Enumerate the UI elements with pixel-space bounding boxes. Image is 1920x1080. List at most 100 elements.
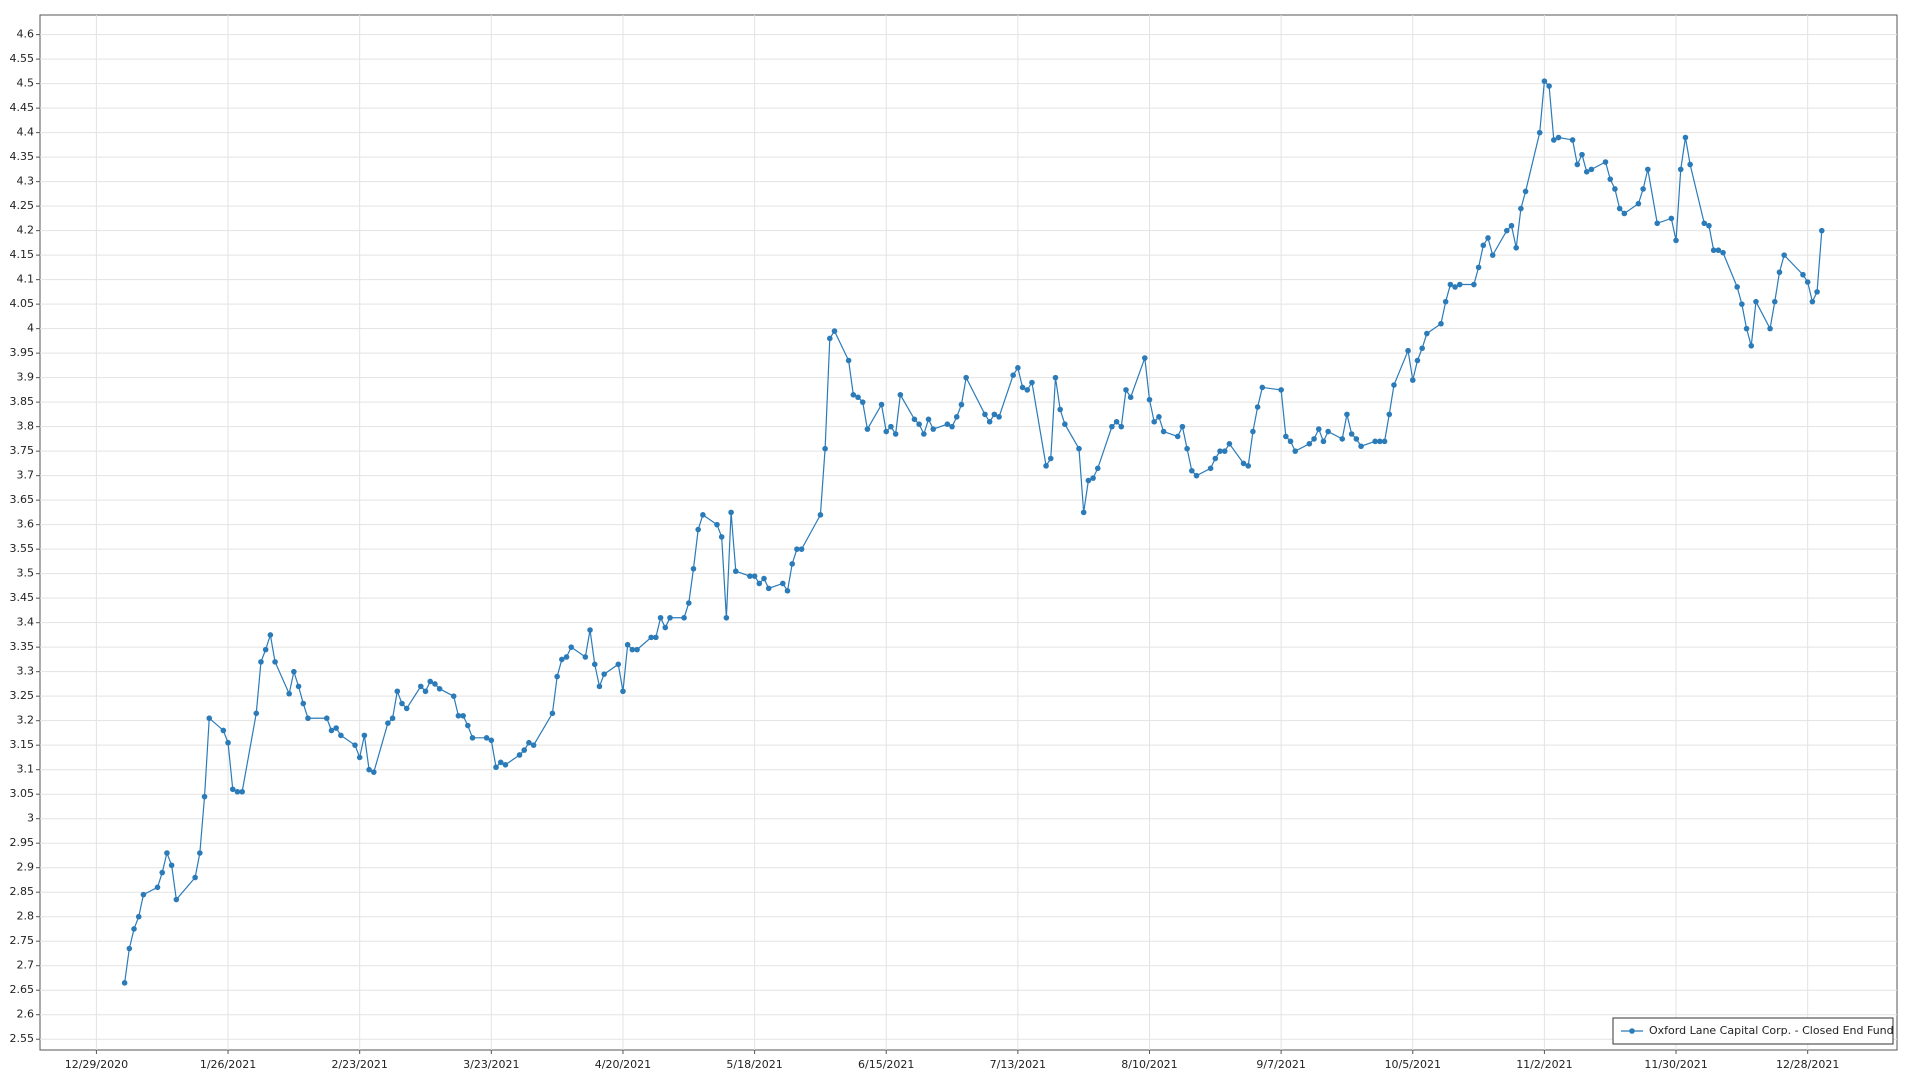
data-point <box>949 423 955 430</box>
data-point <box>192 874 198 881</box>
data-point <box>1513 244 1519 251</box>
data-point <box>1574 161 1581 168</box>
data-point <box>1508 222 1515 229</box>
data-point <box>1010 372 1016 378</box>
data-point <box>859 399 866 405</box>
data-point <box>794 546 800 552</box>
plot-area <box>39 14 1898 1051</box>
data-point <box>883 428 890 435</box>
data-point <box>366 766 372 773</box>
data-point <box>1015 365 1021 371</box>
data-point <box>121 980 128 986</box>
data-point <box>1753 298 1759 305</box>
data-point <box>399 700 405 707</box>
data-point <box>1315 426 1322 432</box>
data-point <box>502 761 509 768</box>
x-tick-label: 3/23/2021 <box>463 1058 519 1071</box>
data-point <box>389 715 396 722</box>
data-point <box>732 568 739 575</box>
y-tick-label: 3.1 <box>17 763 35 776</box>
x-tick-label: 1/26/2021 <box>200 1058 256 1071</box>
x-tick-label: 6/15/2021 <box>858 1058 914 1071</box>
y-tick-label: 4.05 <box>10 297 35 310</box>
data-point <box>1809 298 1816 305</box>
data-point <box>1583 169 1590 175</box>
data-point <box>700 512 706 518</box>
data-point <box>418 683 424 690</box>
data-point <box>1254 404 1261 410</box>
data-point <box>831 328 838 334</box>
data-point <box>1715 247 1722 254</box>
data-point <box>1654 220 1661 227</box>
y-tick-label: 3.55 <box>10 542 35 555</box>
data-point <box>1094 465 1101 472</box>
data-point <box>1348 431 1355 437</box>
data-point <box>1189 467 1195 474</box>
data-point <box>1489 252 1496 258</box>
y-tick-label: 4.4 <box>17 126 35 139</box>
data-point <box>1245 463 1252 469</box>
y-tick-label: 4 <box>27 322 34 335</box>
y-tick-label: 2.65 <box>10 983 35 996</box>
data-point <box>1052 374 1059 381</box>
data-point <box>549 710 556 717</box>
data-point <box>1645 166 1651 173</box>
data-point <box>1781 252 1787 258</box>
data-point <box>864 426 871 432</box>
data-point <box>1555 134 1562 141</box>
data-point <box>798 546 805 552</box>
data-point <box>1151 418 1157 425</box>
y-tick-label: 2.85 <box>10 885 35 898</box>
data-point <box>1358 443 1364 450</box>
data-point <box>493 764 499 771</box>
data-point <box>1193 472 1200 479</box>
data-point <box>1710 247 1717 254</box>
data-point <box>728 509 734 516</box>
data-point <box>1442 298 1449 305</box>
data-point <box>1541 78 1548 84</box>
x-tick-label: 12/29/2020 <box>65 1058 128 1071</box>
data-point <box>944 421 951 427</box>
data-point <box>1259 384 1266 391</box>
y-tick-label: 3.8 <box>17 420 35 433</box>
data-point <box>497 759 504 766</box>
data-point <box>1184 445 1190 452</box>
data-point <box>718 534 725 540</box>
data-point <box>356 754 363 761</box>
data-point <box>483 735 490 741</box>
data-point <box>1311 436 1317 442</box>
y-tick-label: 3.3 <box>17 665 35 678</box>
data-point <box>295 683 302 690</box>
data-point <box>789 561 796 567</box>
x-tick-label: 4/20/2021 <box>595 1058 651 1071</box>
data-point <box>1419 345 1425 352</box>
data-point <box>958 401 965 408</box>
data-point <box>460 712 466 719</box>
data-point <box>220 727 227 734</box>
y-tick-label: 3.45 <box>10 591 35 604</box>
data-point <box>1372 438 1378 445</box>
y-tick-label: 4.25 <box>10 199 35 212</box>
y-tick-label: 4.5 <box>17 77 35 90</box>
data-point <box>761 575 767 582</box>
data-point <box>1720 249 1726 256</box>
data-point <box>681 614 687 621</box>
x-tick-label: 7/13/2021 <box>990 1058 1046 1071</box>
data-point <box>1062 421 1068 427</box>
data-point <box>822 445 828 452</box>
data-point <box>1141 355 1148 361</box>
y-tick-label: 4.1 <box>17 273 35 286</box>
y-tick-label: 4.3 <box>17 175 35 188</box>
data-point <box>1377 438 1383 445</box>
data-point <box>1109 423 1115 430</box>
data-point <box>1800 271 1806 278</box>
data-point <box>559 656 565 663</box>
data-point <box>1113 418 1120 425</box>
y-tick-label: 4.15 <box>10 248 35 261</box>
data-point <box>1522 188 1529 195</box>
data-point <box>780 580 786 587</box>
y-tick-label: 4.45 <box>10 101 35 114</box>
data-point <box>1381 438 1388 445</box>
data-point <box>1414 357 1421 364</box>
data-point <box>1743 325 1750 332</box>
